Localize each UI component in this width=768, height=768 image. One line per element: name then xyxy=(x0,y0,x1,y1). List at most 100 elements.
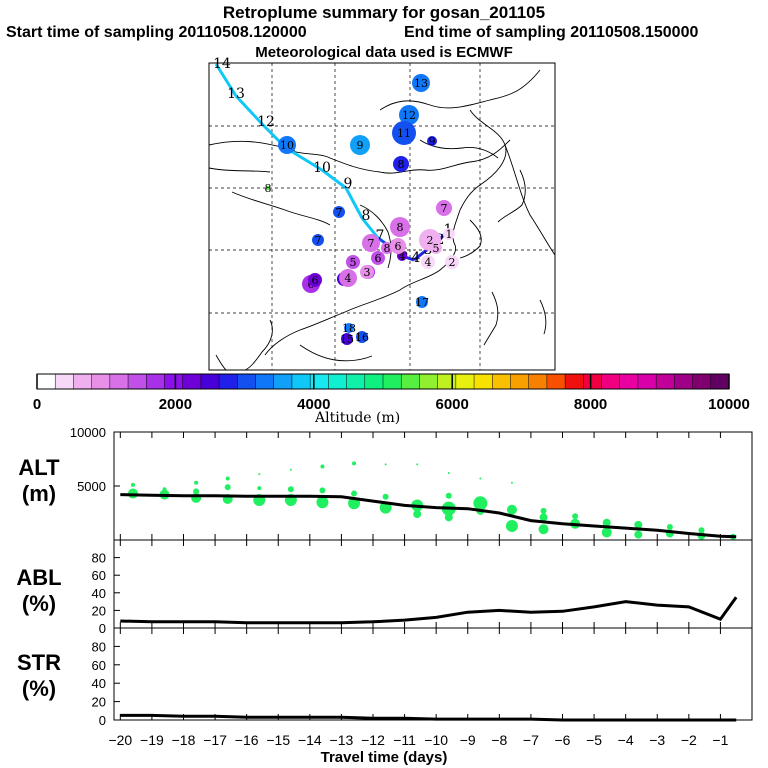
colorbar: 0 2000 4000 6000 8000 10000 xyxy=(33,373,750,413)
cluster-label: 3 xyxy=(364,266,371,279)
cluster-point xyxy=(436,200,452,216)
abl-panel-label: ABL (%) xyxy=(10,565,68,617)
alt-scatter-point xyxy=(316,496,329,509)
alt-mean-line xyxy=(120,493,737,539)
alt-scatter-point xyxy=(540,507,547,514)
alt-scatter-point xyxy=(698,527,705,534)
panel-abl: 80 60 40 20 0 xyxy=(92,539,753,636)
colorbar-swatch xyxy=(455,374,475,389)
y-tick-label: 80 xyxy=(92,639,106,654)
map-coastline xyxy=(264,289,401,356)
alt-scatter-point xyxy=(473,496,488,511)
map-coastline xyxy=(539,299,547,335)
colorbar-swatch xyxy=(109,374,129,389)
trajectory-segment xyxy=(214,63,238,97)
cluster-label: 10 xyxy=(280,139,294,152)
colorbar-swatch xyxy=(692,374,712,389)
x-tick-label: −4 xyxy=(618,732,634,748)
colorbar-swatch xyxy=(91,374,111,389)
trajectory-label: 14 xyxy=(213,56,231,72)
str-line xyxy=(120,713,737,722)
alt-scatter-point xyxy=(634,530,643,539)
cluster-point xyxy=(443,228,455,240)
x-tick-label: −20 xyxy=(108,732,132,748)
y-tick-label: 20 xyxy=(92,695,106,710)
alt-scatter-point xyxy=(666,524,673,531)
cluster-label: 18 xyxy=(342,322,356,335)
cluster-point xyxy=(421,255,435,269)
alt-scatter-point xyxy=(319,487,326,494)
alt-label-line2: (m) xyxy=(21,481,57,506)
map-coastline xyxy=(359,204,392,269)
cluster-label: 8 xyxy=(397,221,404,234)
cluster-point xyxy=(416,296,428,308)
end-time-label: End time of sampling 20110508.150000 xyxy=(404,24,699,41)
alt-scatter-point xyxy=(602,518,611,527)
cluster-point xyxy=(346,255,360,269)
x-tick-label: −11 xyxy=(393,732,416,748)
alt-scatter-point xyxy=(445,492,452,499)
colorbar-swatch xyxy=(401,374,420,389)
abl-line xyxy=(120,596,738,625)
alt-scatter-point xyxy=(634,520,643,529)
cluster-label: 8 xyxy=(398,158,405,171)
trajectory-label: 4 xyxy=(412,250,421,266)
chart-title: Retroplume summary for gosan_201105 xyxy=(222,3,546,22)
cluster-label: 6 xyxy=(312,274,319,287)
y-tick-label: 60 xyxy=(92,658,106,673)
colorbar-swatch xyxy=(200,374,220,389)
cluster-label: 6 xyxy=(395,240,402,253)
alt-scatter-point xyxy=(382,493,389,500)
colorbar-swatch xyxy=(73,374,92,389)
cluster-label: 17 xyxy=(415,296,429,309)
colorbar-swatch xyxy=(419,374,438,389)
alt-scatter-point xyxy=(351,490,358,497)
map-coastline xyxy=(459,109,507,211)
alt-scatter-point xyxy=(506,504,517,515)
cluster-point xyxy=(390,238,406,254)
cluster-point xyxy=(430,242,442,254)
panel-frame xyxy=(113,627,753,721)
map-coastline xyxy=(231,191,331,226)
x-tick-label: −12 xyxy=(361,732,385,748)
cluster-point xyxy=(445,255,459,269)
colorbar-label: Altitude (m) xyxy=(315,410,401,426)
cluster-point xyxy=(399,105,419,125)
alt-scatter-point xyxy=(539,513,548,522)
x-tick-label: −9 xyxy=(460,732,476,748)
cluster-label: 7 xyxy=(441,202,448,215)
trajectory-label: 8 xyxy=(362,208,371,224)
x-tick-label: −17 xyxy=(203,732,227,748)
colorbar-swatch xyxy=(528,374,548,389)
trajectory-segment xyxy=(413,250,425,262)
cluster-point xyxy=(350,135,370,155)
alt-scatter-point xyxy=(479,477,482,480)
colorbar-swatch xyxy=(474,374,493,389)
y-tick-label: 60 xyxy=(92,568,106,583)
panel-alt: 10000 5000 xyxy=(70,425,753,541)
x-axis-ticks: −20 −19 −18 −17 −16 −15 −14 −13 −12 −11 −10 −9 −8 −7−… xyxy=(108,732,728,748)
alt-label-line1: ALT xyxy=(18,455,60,480)
colorbar-tick-label: 0 xyxy=(33,396,41,413)
colorbar-swatch xyxy=(492,374,511,389)
x-tick-label: −6 xyxy=(555,732,571,748)
colorbar-swatch xyxy=(164,374,183,389)
y-tick-label: 40 xyxy=(92,586,106,601)
alt-scatter-point xyxy=(447,472,450,475)
colorbar-swatch xyxy=(565,374,584,389)
colorbar-swatch xyxy=(656,374,675,389)
x-tick-label: −5 xyxy=(586,732,602,748)
cluster-point xyxy=(360,265,374,279)
x-tick-label: −18 xyxy=(172,732,196,748)
cluster-point xyxy=(356,331,368,343)
x-tick-label: −13 xyxy=(330,732,354,748)
trajectory-label: 10 xyxy=(313,160,331,176)
colorbar-swatch xyxy=(146,374,165,389)
trajectory-segment xyxy=(321,168,347,190)
cluster-point xyxy=(392,121,416,145)
cluster-point xyxy=(393,156,409,172)
colorbar-swatch xyxy=(328,374,347,389)
cluster-point xyxy=(266,186,270,190)
alt-scatter-point xyxy=(538,524,549,535)
cluster-label: 7 xyxy=(368,237,375,250)
